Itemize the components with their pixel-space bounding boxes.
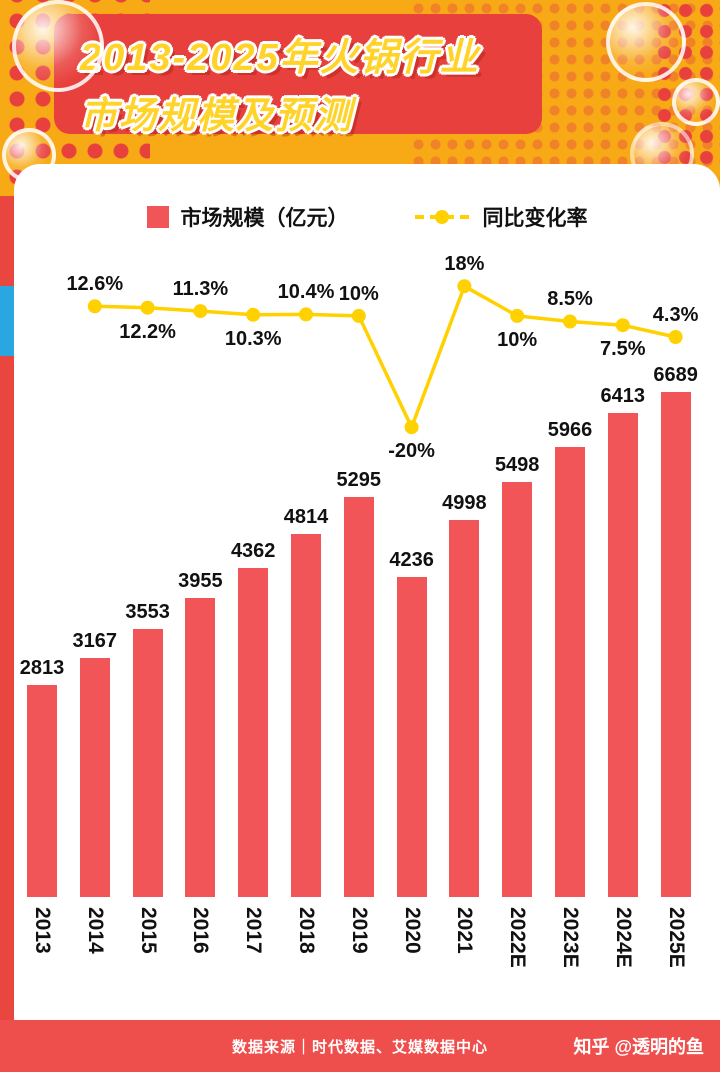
bubble-icon bbox=[12, 0, 104, 92]
title-box: 2013-2025年火锅行业 市场规模及预测 bbox=[54, 14, 542, 136]
yoy-label-2019: 10% bbox=[338, 282, 379, 305]
yoy-label-2023E: 8.5% bbox=[547, 288, 593, 311]
bar-value-2024E: 6413 bbox=[600, 385, 646, 407]
bar-2024E bbox=[607, 413, 638, 897]
bar-value-2020: 4236 bbox=[389, 549, 434, 571]
chart-card: 市场规模（亿元） 同比变化率 2813 2013 3167 2014 3553 2015 3… bbox=[14, 164, 720, 1020]
yoy-label-2017: 10.3% bbox=[224, 327, 282, 350]
yoy-label-2025E: 4.3% bbox=[652, 304, 699, 327]
yoy-point-2019 bbox=[351, 308, 366, 323]
legend-item-market-size: 市场规模（亿元） bbox=[146, 202, 349, 232]
bar-2021 bbox=[449, 520, 480, 897]
bubble-icon bbox=[672, 78, 720, 126]
yoy-point-2020 bbox=[404, 420, 419, 435]
yoy-point-2022E bbox=[510, 308, 525, 323]
yoy-point-2021 bbox=[457, 279, 472, 294]
bar-2016 bbox=[185, 598, 216, 897]
yoy-label-2018: 10.4% bbox=[277, 281, 335, 304]
author-credit: 知乎 @透明的鱼 bbox=[573, 1037, 704, 1057]
bar-value-2013: 2813 bbox=[19, 657, 65, 679]
yoy-point-2023E bbox=[563, 314, 577, 329]
yoy-point-2024E bbox=[615, 318, 630, 333]
bar-value-2017: 4362 bbox=[230, 540, 276, 562]
bar-2013 bbox=[27, 685, 57, 897]
yoy-label-2022E: 10% bbox=[497, 328, 538, 351]
footer: 数据来源｜时代数据、艾媒数据中心 知乎 @透明的鱼 bbox=[0, 1020, 720, 1072]
bar-2017 bbox=[238, 568, 269, 897]
yoy-line-chart bbox=[87, 279, 683, 435]
bar-2019 bbox=[343, 497, 374, 897]
data-source-text: 数据来源｜时代数据、艾媒数据中心 bbox=[231, 1038, 488, 1056]
blue-edge-accent bbox=[0, 286, 14, 356]
bar-2014 bbox=[79, 658, 110, 897]
yoy-point-2016 bbox=[193, 304, 208, 319]
yoy-point-2014 bbox=[87, 299, 102, 314]
yoy-label-2024E: 7.5% bbox=[600, 338, 646, 361]
bar-2018 bbox=[291, 534, 321, 897]
bar-value-2016: 3955 bbox=[178, 570, 223, 592]
poster-title-line2: 市场规模及预测 bbox=[80, 95, 353, 136]
bar-value-2015: 3553 bbox=[125, 601, 170, 623]
yoy-point-2018 bbox=[299, 307, 313, 322]
yoy-label-2016: 11.3% bbox=[172, 278, 229, 301]
chart-legend: 市场规模（亿元） 同比变化率 bbox=[14, 202, 720, 232]
bar-value-2025E: 6689 bbox=[653, 364, 698, 386]
bar-2020 bbox=[396, 577, 427, 897]
yoy-point-2025E bbox=[668, 330, 683, 344]
bar-2023E bbox=[555, 447, 585, 897]
bar-value-2014: 3167 bbox=[72, 630, 118, 652]
yoy-label-2015: 12.2% bbox=[119, 320, 176, 343]
yoy-label-2021: 18% bbox=[444, 253, 485, 276]
legend-bars-label: 市场规模（亿元） bbox=[180, 207, 349, 230]
combo-chart: 2813 2013 3167 2014 3553 2015 3955 2016 4362 2017… bbox=[14, 164, 720, 1020]
yoy-point-2015 bbox=[140, 300, 155, 315]
bar-value-2019: 5295 bbox=[336, 469, 382, 491]
legend-line-label: 同比变化率 bbox=[482, 207, 588, 230]
header: 2013-2025年火锅行业 市场规模及预测 bbox=[0, 0, 720, 196]
yoy-label-2014: 12.6% bbox=[66, 273, 124, 296]
line-swatch-icon bbox=[414, 210, 469, 224]
legend-item-yoy-rate: 同比变化率 bbox=[413, 202, 588, 232]
poster-title-line1: 2013-2025年火锅行业 bbox=[80, 37, 480, 79]
bar-2022E bbox=[502, 482, 533, 897]
yoy-point-2017 bbox=[246, 307, 261, 322]
bar-2015 bbox=[132, 629, 163, 897]
yoy-label-2020: -20% bbox=[388, 440, 435, 463]
bar-swatch-icon bbox=[146, 206, 169, 228]
bar-value-2023E: 5966 bbox=[547, 419, 593, 441]
bar-value-2018: 4814 bbox=[283, 506, 329, 528]
bubble-icon bbox=[606, 2, 686, 82]
bar-value-2021: 4998 bbox=[442, 492, 487, 514]
bar-value-2022E: 5498 bbox=[494, 454, 540, 476]
bar-2025E bbox=[660, 392, 691, 897]
